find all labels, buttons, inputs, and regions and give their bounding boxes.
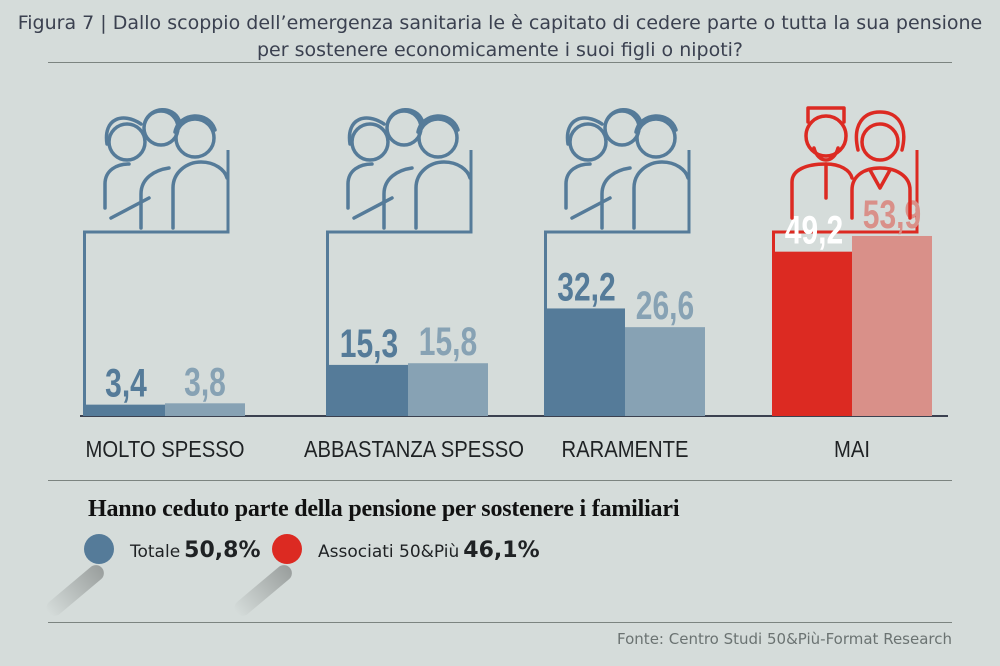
elderly-couple-icon	[790, 106, 912, 220]
category-label: MOLTO SPESSO	[85, 436, 245, 462]
source-note: Fonte: Centro Studi 50&Più-Format Resear…	[617, 630, 952, 648]
chart-divider	[48, 480, 952, 481]
bar-chart: 3,4 3,8 15,3 15,8 32,2 26,6 49,2 53,9	[80, 106, 948, 417]
bar-secondary-0	[165, 403, 245, 416]
family-icon	[564, 108, 690, 230]
bar-primary-0	[83, 404, 165, 416]
bar-secondary-1	[408, 363, 488, 416]
value-label-secondary-2: 26,6	[636, 284, 694, 328]
blue-dot-icon	[84, 534, 114, 564]
icon-frame-0	[83, 150, 230, 416]
value-label-primary-0: 3,4	[105, 362, 147, 406]
category-label: ABBASTANZA SPESSO	[303, 436, 525, 462]
category-label: RARAMENTE	[561, 436, 689, 462]
bar-primary-2	[544, 308, 625, 416]
dot-shadow	[231, 561, 296, 620]
chart-title: Figura 7 | Dallo scoppio dell’emergenza …	[17, 12, 983, 61]
value-label-secondary-0: 3,8	[184, 360, 226, 404]
category-label: MAI	[834, 436, 870, 462]
dot-shadow	[43, 561, 108, 620]
value-label-secondary-3: 53,9	[863, 193, 921, 237]
value-label-primary-1: 15,3	[340, 322, 398, 366]
bar-secondary-3	[852, 235, 932, 416]
red-dot-icon	[272, 534, 302, 564]
legend-label-totale: Totale	[130, 542, 181, 562]
value-label-primary-3: 49,2	[785, 209, 843, 253]
value-label-secondary-1: 15,8	[419, 320, 477, 364]
legend-title: Hanno ceduto parte della pensione per so…	[88, 496, 680, 522]
bar-secondary-2	[625, 327, 705, 416]
title-divider	[48, 62, 952, 63]
value-label-primary-2: 32,2	[557, 265, 615, 309]
legend-value-associati: 46,1%	[463, 538, 540, 563]
icon-frame-1	[326, 150, 473, 416]
family-icon	[346, 108, 472, 230]
bar-primary-1	[326, 364, 408, 416]
legend-label-associati: Associati 50&Più	[318, 542, 460, 562]
legend-value-totale: 50,8%	[184, 538, 261, 563]
family-icon	[103, 108, 229, 230]
footer-divider	[48, 622, 952, 623]
bar-primary-3	[772, 251, 852, 416]
